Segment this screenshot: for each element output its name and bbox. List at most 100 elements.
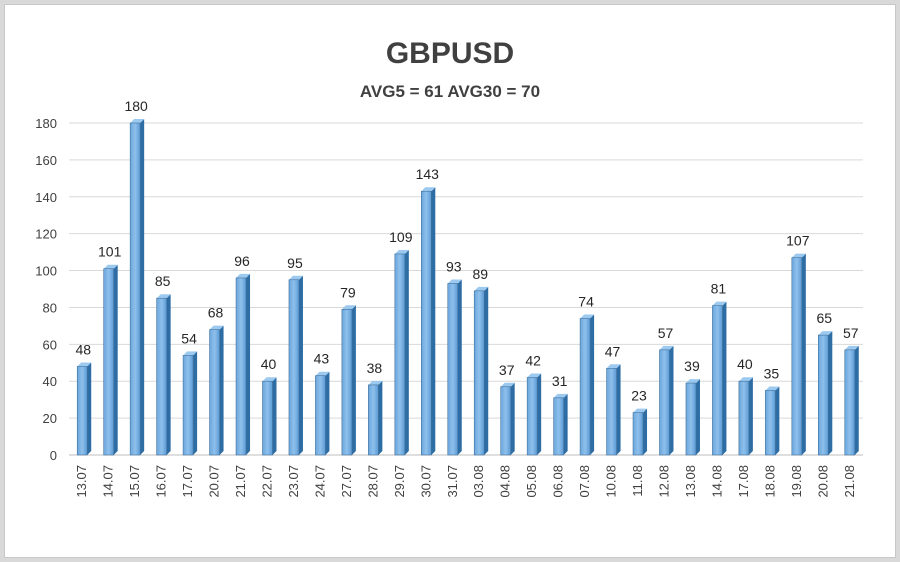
y-tick-label: 0 <box>50 448 57 463</box>
chart-frame: GBPUSD AVG5 = 61 AVG30 = 70 0 20 40 60 80 100… <box>4 4 896 558</box>
data-label: 68 <box>208 305 224 321</box>
bar-side <box>510 382 515 455</box>
x-tick-label: 06.08 <box>551 465 566 498</box>
bar-top <box>156 294 171 299</box>
bar-front <box>209 329 220 456</box>
y-tick-label: 120 <box>35 227 57 242</box>
bar-top <box>527 373 542 378</box>
bar-side <box>87 362 92 455</box>
bar-front <box>315 375 326 456</box>
bar <box>659 345 674 456</box>
bar-side <box>775 386 780 455</box>
y-tick-label: 40 <box>43 374 57 389</box>
data-label: 81 <box>711 281 727 297</box>
x-tick-label: 19.08 <box>789 465 804 498</box>
bar-side <box>643 408 648 455</box>
x-tick-label: 20.07 <box>207 465 222 498</box>
x-tick-label: 18.08 <box>762 465 777 498</box>
bar-top <box>580 314 595 319</box>
chart-subtitle: AVG5 = 61 AVG30 = 70 <box>360 82 540 101</box>
x-tick-label: 13.07 <box>74 465 89 498</box>
bar-top <box>236 273 251 278</box>
bar <box>209 325 224 456</box>
data-label: 39 <box>684 358 700 374</box>
bar-front <box>288 279 300 456</box>
bar-side <box>801 253 806 455</box>
bar <box>526 373 542 456</box>
y-tick-label: 80 <box>43 300 57 315</box>
bar-front <box>182 355 194 456</box>
bar-side <box>695 379 700 455</box>
bar <box>844 345 859 456</box>
bar-top <box>315 371 330 376</box>
x-tick-label: 17.07 <box>180 465 195 498</box>
bar-chart: GBPUSD AVG5 = 61 AVG30 = 70 0 20 40 60 80 100… <box>35 37 863 498</box>
data-label: 48 <box>75 341 91 357</box>
gridlines <box>69 122 863 456</box>
bar-side <box>166 294 171 455</box>
data-label: 74 <box>578 294 594 310</box>
x-tick-label: 20.08 <box>815 465 830 498</box>
bar-side <box>404 249 409 455</box>
x-tick-label: 27.07 <box>339 465 354 498</box>
bar-front <box>394 253 406 456</box>
bar-top <box>685 379 700 384</box>
bar-side <box>484 286 489 455</box>
bar-side <box>854 345 859 455</box>
chart-title: GBPUSD <box>386 37 514 70</box>
x-tick-label: 07.08 <box>577 465 592 498</box>
bar-side <box>431 187 436 455</box>
bar-front <box>341 308 353 456</box>
x-tick-label: 29.07 <box>392 465 407 498</box>
bar-side <box>272 377 277 455</box>
x-tick-label: 13.08 <box>683 465 698 498</box>
bar-side <box>616 364 621 455</box>
x-tick-label: 28.07 <box>365 465 380 498</box>
bar <box>500 382 515 456</box>
bar-side <box>325 371 330 455</box>
bar-front <box>738 380 750 456</box>
bar-side <box>537 373 542 455</box>
bar <box>103 264 118 456</box>
y-tick-label: 100 <box>35 264 57 279</box>
data-label: 95 <box>287 255 303 271</box>
bar-front <box>712 305 723 456</box>
bar-front <box>844 349 856 456</box>
bar <box>368 380 383 456</box>
data-label: 31 <box>552 373 568 389</box>
bar-side <box>219 325 224 455</box>
x-tick-label: 14.08 <box>709 465 724 498</box>
x-tick-label: 10.08 <box>604 465 619 498</box>
bar-side <box>828 331 833 455</box>
x-tick-label: 04.08 <box>498 465 513 498</box>
bar-top <box>183 351 198 356</box>
bar-top <box>394 249 409 254</box>
data-label: 89 <box>472 266 488 282</box>
bar <box>235 273 251 456</box>
data-label: 38 <box>367 360 383 376</box>
bar-front <box>579 318 591 456</box>
bar-side <box>298 275 303 455</box>
bar-front <box>156 297 167 456</box>
bar-top <box>421 187 436 192</box>
bar <box>156 294 171 456</box>
bar-front <box>659 349 670 456</box>
bar <box>420 187 436 456</box>
bar-side <box>140 119 145 455</box>
bar-side <box>722 301 727 455</box>
bar <box>315 371 330 456</box>
y-tick-label: 60 <box>43 337 57 352</box>
data-label: 42 <box>525 353 541 369</box>
data-label: 109 <box>389 229 413 245</box>
bar-top <box>447 279 462 284</box>
data-label: 65 <box>817 310 833 326</box>
bar <box>791 253 806 456</box>
bar-front <box>103 268 114 456</box>
bar-front <box>447 283 459 456</box>
x-tick-label: 31.07 <box>445 465 460 498</box>
bar <box>262 377 277 456</box>
data-label: 93 <box>446 258 462 274</box>
data-labels: 48 101 180 85 54 68 96 40 95 43 79 38 109 143 93 89 37 42… <box>75 98 858 404</box>
bar <box>76 362 92 456</box>
data-label: 47 <box>605 343 621 359</box>
